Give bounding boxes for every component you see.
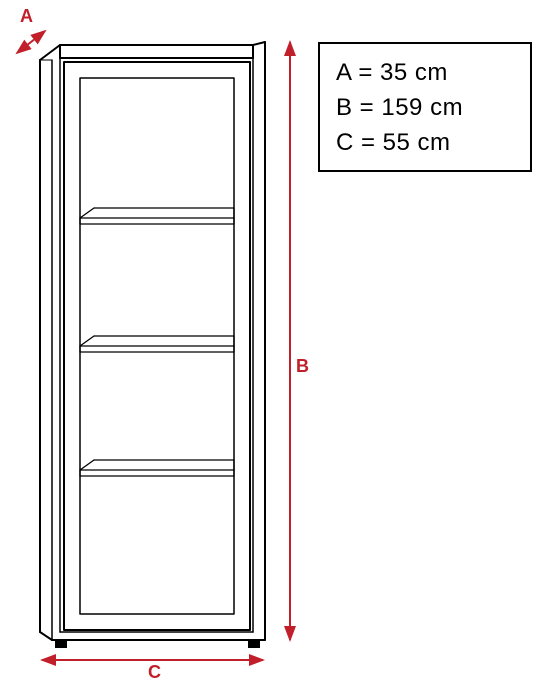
dimension-label-a: A: [20, 6, 33, 27]
legend-line-a: A = 35 cm: [336, 56, 514, 91]
diagram-canvas: A B C A = 35 cm B = 159 cm C = 55 cm: [0, 0, 542, 698]
legend-line-b: B = 159 cm: [336, 91, 514, 126]
legend-line-c: C = 55 cm: [336, 126, 514, 161]
dimension-arrow-a: [17, 31, 45, 53]
dimension-label-c: C: [148, 662, 161, 683]
dimension-label-b: B: [296, 356, 309, 377]
dimensions-legend: A = 35 cm B = 159 cm C = 55 cm: [318, 42, 532, 172]
